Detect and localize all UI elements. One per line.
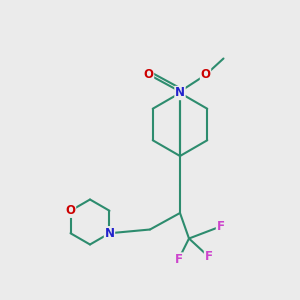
Text: N: N <box>175 86 185 100</box>
Text: F: F <box>217 220 224 233</box>
Text: O: O <box>200 68 211 82</box>
Text: O: O <box>65 204 76 217</box>
Text: N: N <box>104 227 115 240</box>
Text: O: O <box>143 68 154 81</box>
Text: F: F <box>205 250 212 263</box>
Text: F: F <box>175 253 182 266</box>
